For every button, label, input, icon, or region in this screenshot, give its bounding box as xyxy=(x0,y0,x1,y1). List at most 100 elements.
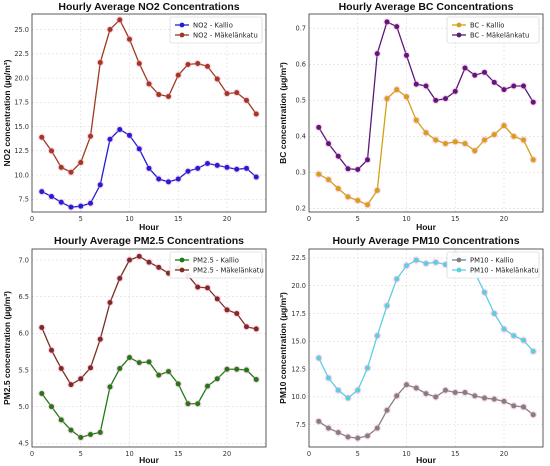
data-point xyxy=(88,200,93,206)
y-tick-label: 12.5 xyxy=(14,147,29,155)
y-tick-label: 0.6 xyxy=(296,61,307,69)
data-point xyxy=(521,337,526,343)
data-point xyxy=(214,376,220,382)
data-point xyxy=(107,384,113,390)
data-point xyxy=(88,133,93,139)
data-point xyxy=(107,300,113,306)
chart-panel-4: 0 5 10 15 20 7.5 10.0 12.5 15.0 17.5 20.0 22.5 PM10 … xyxy=(278,235,544,465)
data-point xyxy=(146,165,152,171)
data-point xyxy=(166,94,171,99)
data-point xyxy=(511,83,517,89)
x-axis-label: Hour xyxy=(139,222,160,232)
data-point xyxy=(326,177,331,183)
data-point xyxy=(146,359,152,365)
axes-frame xyxy=(31,13,267,213)
data-point xyxy=(97,182,103,188)
data-point xyxy=(355,435,361,441)
data-point xyxy=(166,179,171,185)
data-point xyxy=(97,429,103,435)
legend-box xyxy=(446,251,540,279)
y-tick-label: 0.3 xyxy=(296,169,307,177)
y-tick-label: 4.5 xyxy=(19,440,30,448)
data-point xyxy=(365,157,370,163)
data-point xyxy=(234,311,240,317)
x-tick-label: 10 xyxy=(402,450,410,458)
data-point xyxy=(97,60,103,66)
data-point xyxy=(452,88,458,94)
y-tick-label: 0.2 xyxy=(296,205,307,213)
data-point xyxy=(234,166,240,172)
data-point xyxy=(156,92,162,98)
x-tick-label: 20 xyxy=(223,450,231,458)
data-point xyxy=(127,36,132,42)
data-point xyxy=(511,133,517,139)
data-point xyxy=(205,383,210,389)
data-point xyxy=(374,51,380,57)
data-point xyxy=(214,296,220,302)
data-point xyxy=(335,186,341,192)
data-point xyxy=(97,336,103,342)
data-point xyxy=(156,176,162,182)
data-point xyxy=(433,394,439,400)
legend-swatch-marker xyxy=(456,22,462,28)
data-point xyxy=(384,303,390,309)
data-point xyxy=(345,434,351,440)
y-tick-label: 5.5 xyxy=(19,366,30,374)
data-point xyxy=(462,65,468,71)
data-point xyxy=(117,275,123,281)
x-axis-label: Hour xyxy=(416,455,437,465)
chart-title: Hourly Average PM10 Concentrations xyxy=(332,235,519,247)
data-point xyxy=(107,136,113,142)
data-point xyxy=(326,425,331,431)
y-tick-label: 10.0 xyxy=(291,393,306,401)
data-point xyxy=(185,168,191,174)
chart-panel-1: 0 5 10 15 20 7.5 10.0 12.5 15.0 17.5 20.0 22.5 25.0 N… xyxy=(2,1,267,232)
data-point xyxy=(234,366,240,372)
data-point xyxy=(195,165,201,171)
data-point xyxy=(127,355,132,361)
data-point xyxy=(316,171,322,177)
data-point xyxy=(68,427,74,433)
y-axis-label: PM10 concentration (µg/m³) xyxy=(278,292,288,404)
data-point xyxy=(146,81,152,87)
data-point xyxy=(136,253,142,259)
data-point xyxy=(374,187,380,193)
data-point xyxy=(345,395,351,401)
y-tick-label: 6.5 xyxy=(19,293,30,301)
data-point xyxy=(413,385,419,391)
x-tick-label: 5 xyxy=(356,215,360,223)
legend-label: PM10 - Kallio xyxy=(470,256,514,264)
x-tick-label: 15 xyxy=(174,450,182,458)
data-point xyxy=(365,365,370,371)
y-tick-label: 0.7 xyxy=(296,25,307,33)
data-point xyxy=(443,141,448,147)
data-point xyxy=(501,87,507,93)
data-point xyxy=(214,76,220,82)
data-point xyxy=(491,311,497,317)
data-point xyxy=(205,285,210,291)
y-tick-label: 0.4 xyxy=(296,133,307,141)
legend: BC - Kallio BC - Mäkelänkatu xyxy=(446,16,540,44)
data-point xyxy=(58,366,64,372)
legend-swatch-marker xyxy=(179,22,185,28)
data-point xyxy=(501,326,507,332)
x-tick-label: 15 xyxy=(451,215,459,223)
data-point xyxy=(413,257,419,263)
data-point xyxy=(49,347,54,353)
data-point xyxy=(214,162,220,168)
data-point xyxy=(423,130,429,136)
data-point xyxy=(244,367,249,373)
x-tick-label: 10 xyxy=(125,215,133,223)
x-tick-label: 20 xyxy=(500,450,508,458)
data-point xyxy=(491,396,497,402)
data-point xyxy=(404,263,409,269)
y-tick-label: 15.0 xyxy=(14,123,29,131)
data-point xyxy=(384,407,390,413)
data-point xyxy=(433,97,439,103)
data-point xyxy=(530,99,536,105)
legend-label: PM10 - Mäkelänkatu xyxy=(470,266,539,274)
data-point xyxy=(452,139,458,145)
data-point xyxy=(244,324,249,330)
plot-area xyxy=(32,14,266,212)
x-tick-label: 5 xyxy=(79,450,83,458)
